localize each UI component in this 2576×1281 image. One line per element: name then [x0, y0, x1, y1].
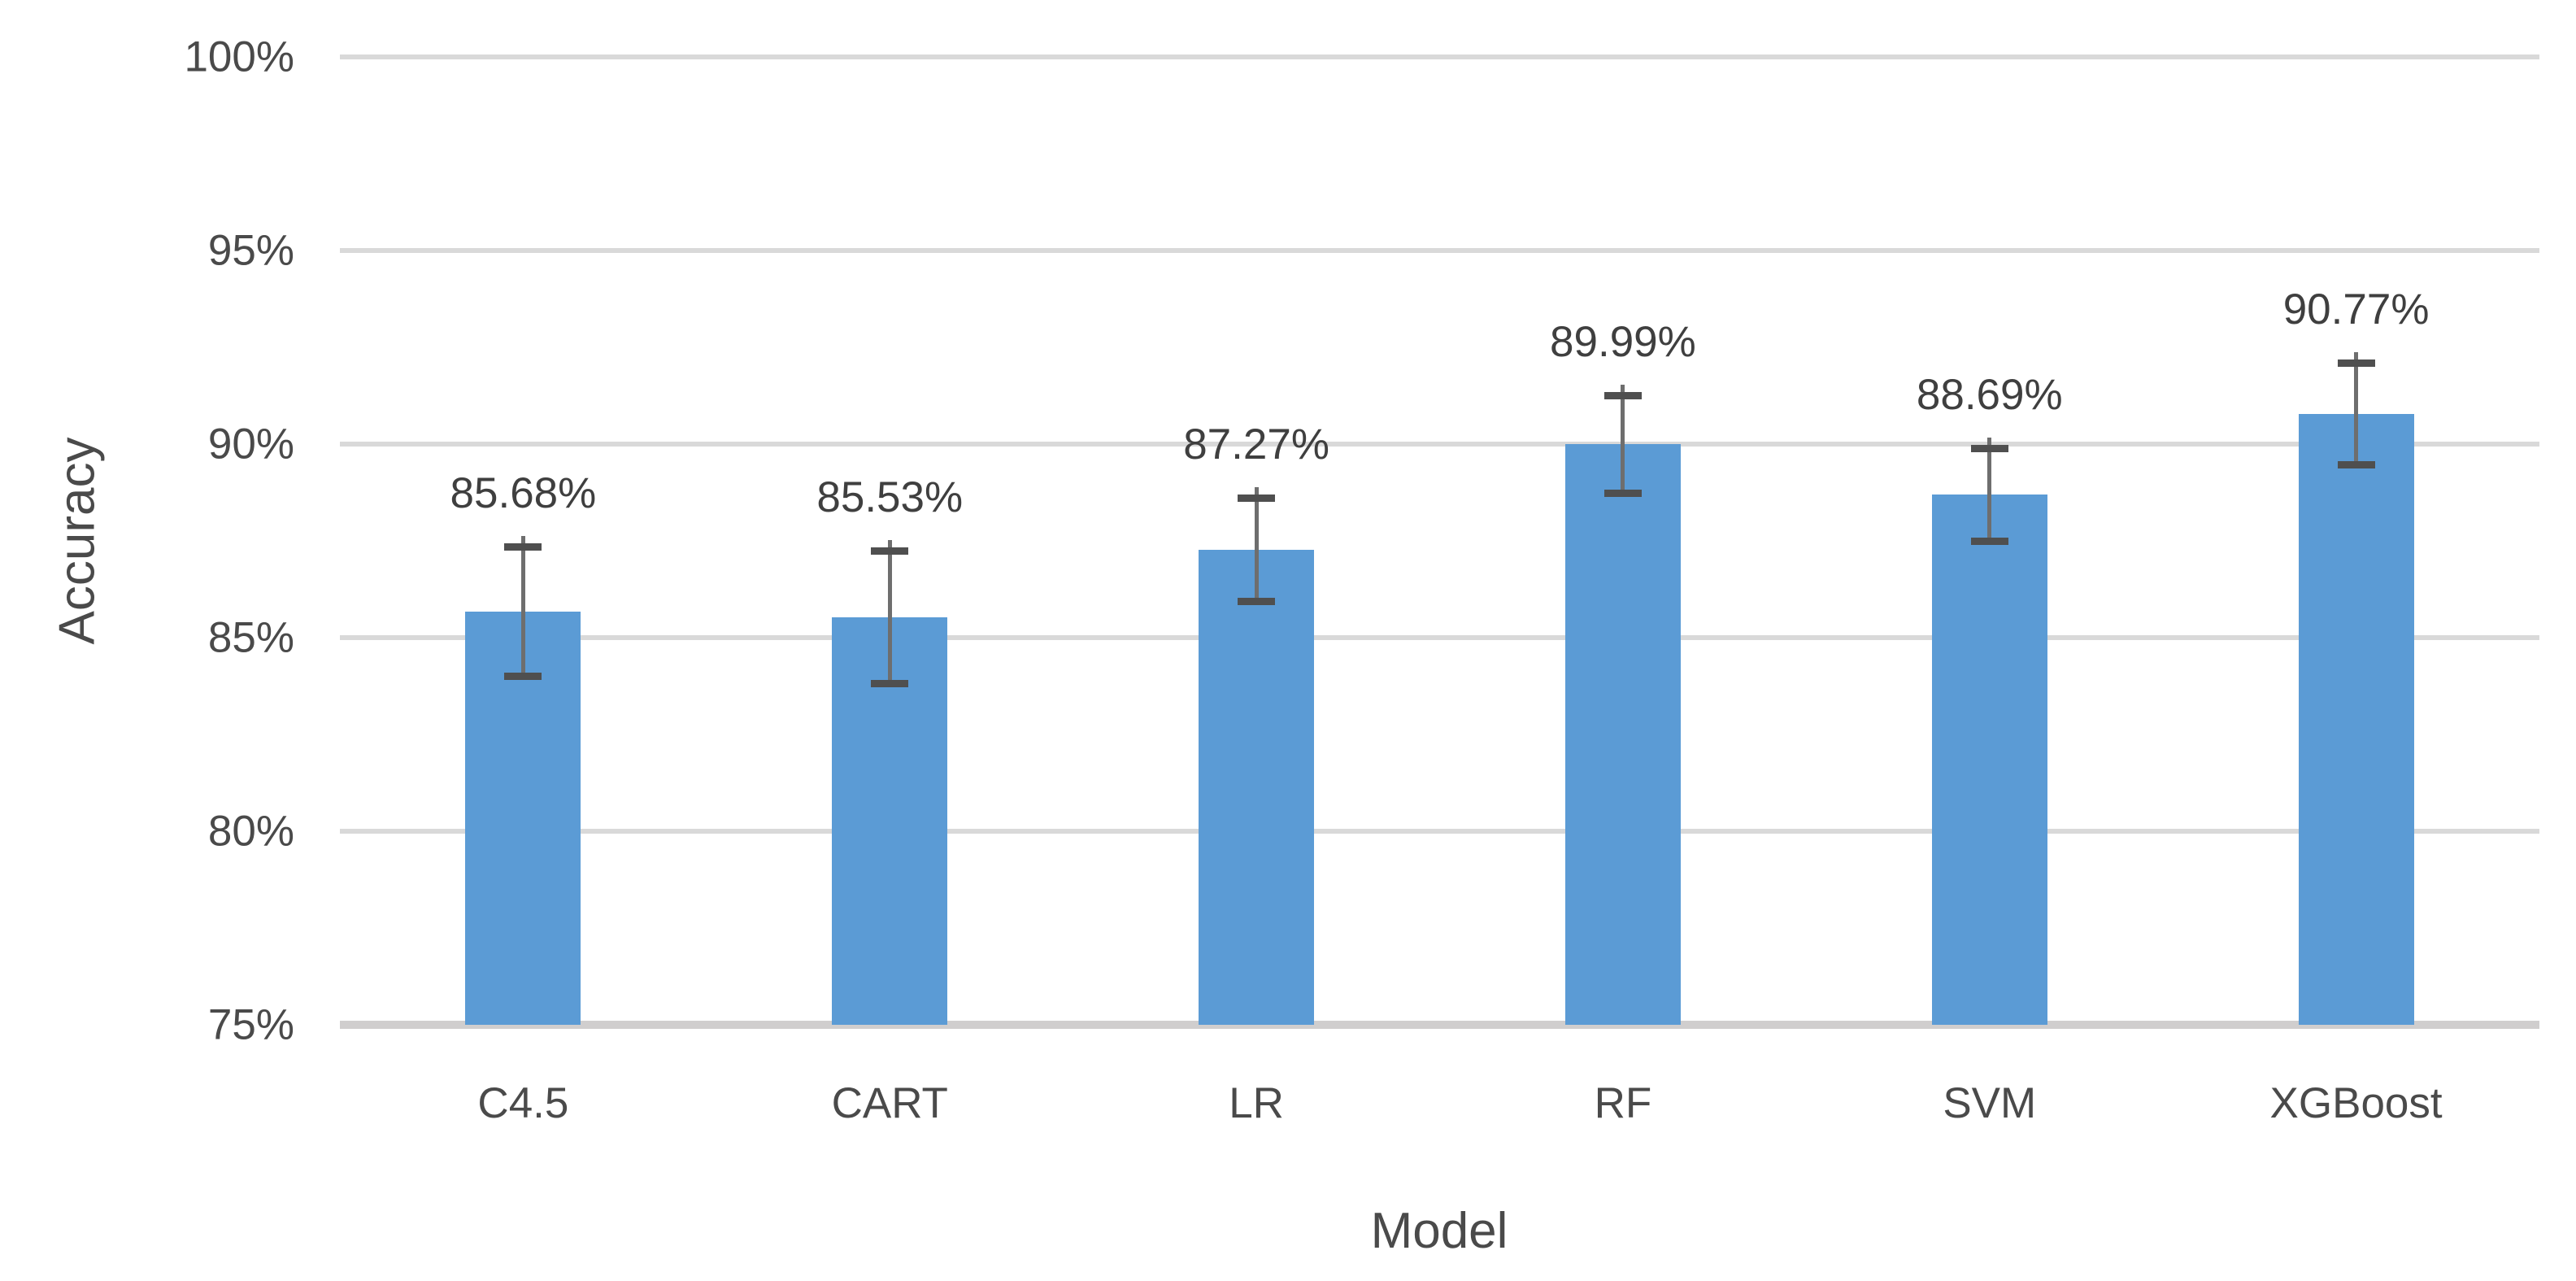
error-bar-cap-bottom — [1603, 490, 1642, 498]
gridline — [340, 635, 2539, 640]
error-bar-cap-bottom — [1238, 598, 1276, 606]
x-axis-tick-labels: C4.5 CART LR RF SVM XGBoost — [340, 1082, 2539, 1139]
error-bar-whisker — [887, 539, 892, 683]
error-bar-cap-top — [1603, 391, 1642, 399]
gridline — [340, 442, 2539, 447]
x-tick-label: SVM — [1943, 1079, 2037, 1127]
error-bar-whisker — [1987, 438, 1992, 541]
error-bar-whisker — [520, 535, 525, 676]
y-tick-label: 95% — [207, 226, 294, 275]
bar — [1199, 549, 1315, 1025]
x-tick-label: C4.5 — [477, 1079, 569, 1127]
bar — [465, 611, 581, 1025]
bar — [1931, 495, 2047, 1025]
error-bar-cap-top — [1970, 445, 2008, 453]
error-bar-whisker — [1621, 384, 1625, 494]
error-bar-whisker — [2354, 352, 2359, 465]
bar-value-label: 87.27% — [1183, 420, 1329, 468]
bar-value-label: 89.99% — [1550, 317, 1696, 366]
y-tick-label: 100% — [184, 33, 294, 81]
error-bar-cap-bottom — [504, 672, 542, 680]
error-bar-whisker — [1254, 486, 1259, 602]
error-bar-cap-bottom — [1970, 537, 2008, 545]
gridline — [340, 54, 2539, 59]
y-tick-label: 80% — [207, 807, 294, 856]
y-axis-tick-labels: 100% 95% 90% 85% 80% 75% — [0, 36, 294, 1047]
x-tick-label: LR — [1229, 1079, 1284, 1127]
x-tick-label: CART — [831, 1079, 948, 1127]
plot-area: 85.68% 85.53% 87.27% 89.99% 88.69% 90.77% — [340, 54, 2539, 1029]
x-tick-label: XGBoost — [2269, 1079, 2443, 1127]
bar-value-label: 90.77% — [2282, 285, 2430, 334]
bar-value-label: 88.69% — [1916, 371, 2063, 420]
y-tick-label: 85% — [207, 613, 294, 662]
error-bar-cap-bottom — [2337, 461, 2375, 469]
bar-value-label: 85.68% — [450, 468, 597, 517]
gridline — [340, 829, 2539, 834]
error-bar-cap-top — [2337, 359, 2375, 368]
y-tick-label: 75% — [207, 1000, 294, 1049]
y-tick-label: 90% — [207, 420, 294, 468]
bar-value-label: 85.53% — [816, 473, 964, 521]
bar — [1564, 444, 1681, 1025]
x-axis-title: Model — [1370, 1203, 1508, 1259]
bar — [2298, 414, 2414, 1025]
error-bar-cap-top — [1238, 494, 1276, 502]
x-axis-line — [340, 1021, 2539, 1029]
error-bar-cap-top — [504, 542, 542, 551]
x-tick-label: RF — [1594, 1079, 1652, 1127]
error-bar-cap-bottom — [871, 679, 909, 687]
error-bar-cap-top — [871, 547, 909, 555]
gridline — [340, 248, 2539, 253]
